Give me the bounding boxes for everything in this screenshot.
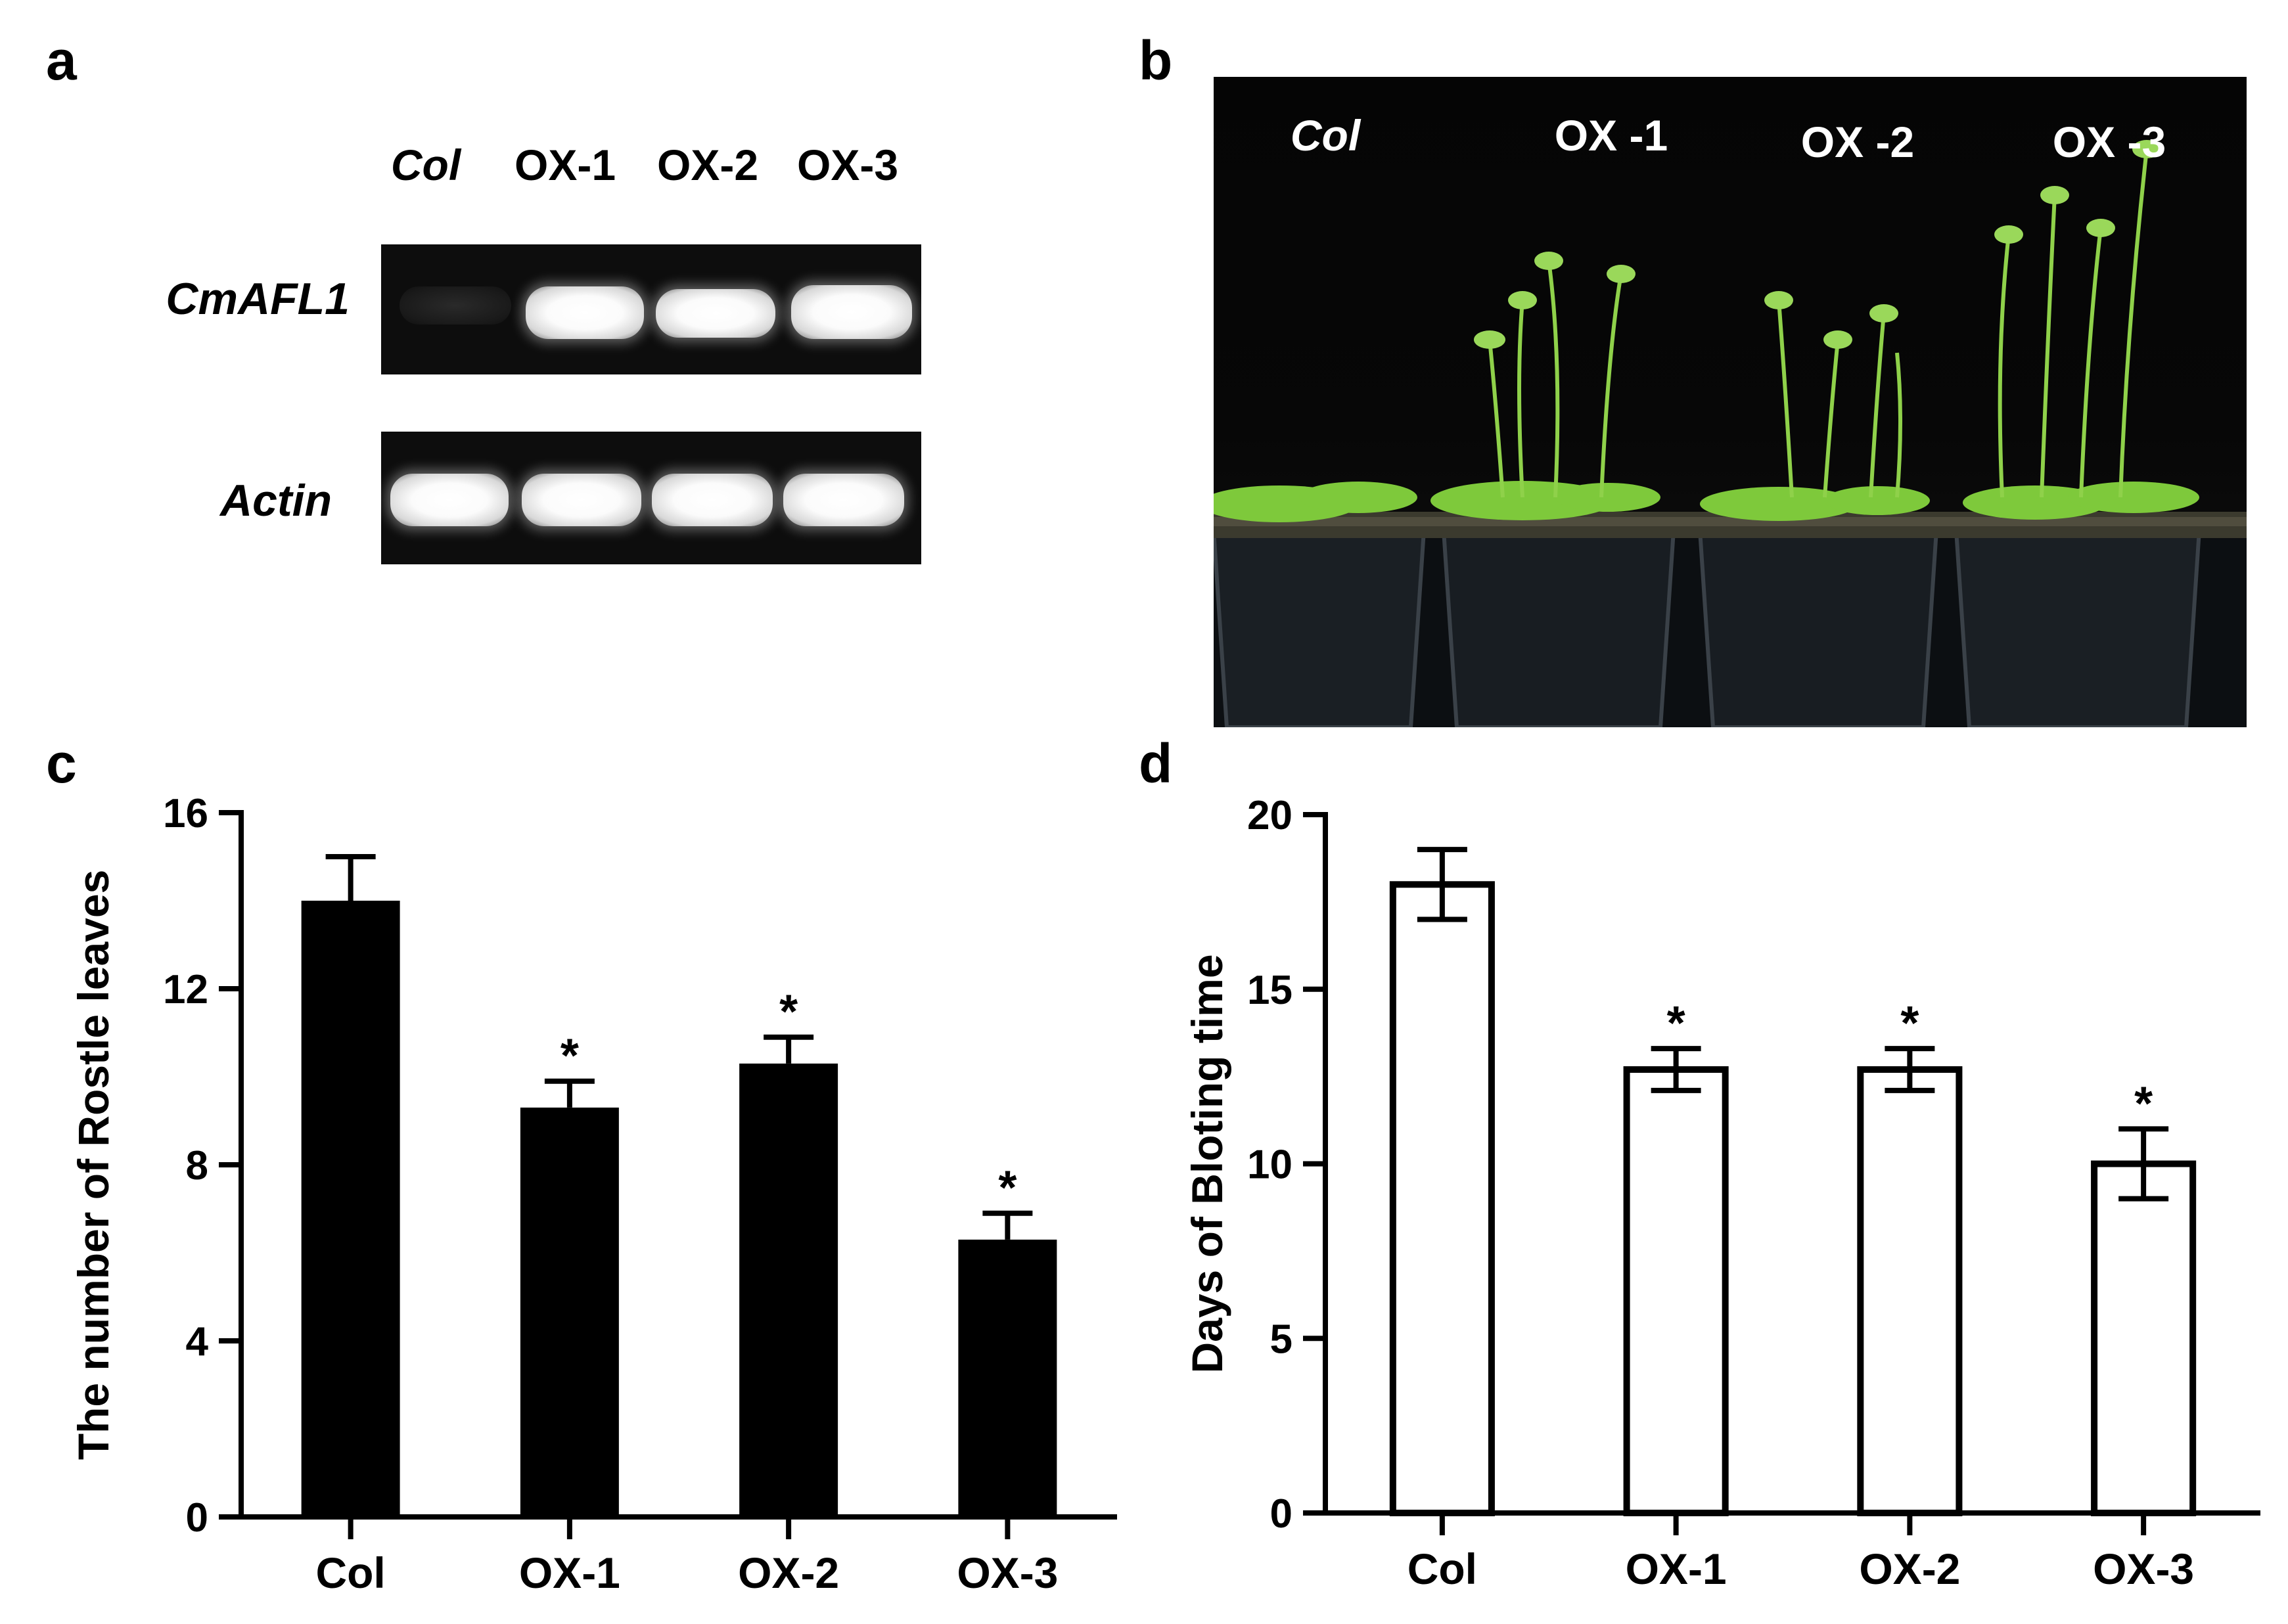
chart-d-y-axis-label: Days of Bloting time bbox=[1183, 954, 1231, 1373]
chart-c-x-tick-label: OX-2 bbox=[738, 1548, 839, 1597]
panel-letter-a: a bbox=[46, 30, 77, 91]
gel-band-cmafl1-col bbox=[400, 286, 511, 325]
chart-c-significance-mark: * bbox=[779, 986, 798, 1039]
chart-d-y-tick-label: 15 bbox=[1247, 968, 1293, 1013]
gel-lane-label-col: Col bbox=[390, 141, 461, 189]
chart-c-bar bbox=[958, 1239, 1057, 1517]
gel-row-label-actin: Actin bbox=[220, 476, 332, 526]
photo-label-ox2: OX -2 bbox=[1800, 118, 1915, 166]
gel-lane-label-ox2: OX-2 bbox=[656, 141, 759, 189]
plant-photo-illustration bbox=[1214, 140, 2247, 727]
flowering-stems bbox=[1488, 148, 2149, 498]
chart-d-y-tick-label: 5 bbox=[1270, 1317, 1293, 1362]
chart-d-significance-mark: * bbox=[2134, 1077, 2153, 1130]
chart-c-y-tick-label: 4 bbox=[186, 1319, 209, 1365]
chart-d-bolting-time: 0 5 10 15 20 Days of Bloting time Col * OX-1 * OX-… bbox=[1183, 793, 2260, 1593]
panel-letter-d: d bbox=[1139, 733, 1173, 794]
chart-d-x-tick-label: OX-1 bbox=[1626, 1545, 1727, 1593]
panel-letter-b: b bbox=[1139, 30, 1173, 91]
gel-band-cmafl1-ox1 bbox=[526, 286, 644, 339]
chart-c-bar bbox=[739, 1063, 838, 1517]
chart-c-significance-mark: * bbox=[561, 1030, 579, 1083]
chart-c-x-tick-label: OX-1 bbox=[519, 1548, 620, 1597]
chart-d-y-tick-label: 20 bbox=[1247, 793, 1293, 838]
gel-lane-label-ox3: OX-3 bbox=[796, 141, 899, 189]
chart-c-bar bbox=[520, 1107, 619, 1517]
gel-band-cmafl1-ox2 bbox=[656, 289, 775, 338]
chart-c-y-tick-label: 8 bbox=[186, 1143, 208, 1188]
chart-d-bar bbox=[1857, 1066, 1963, 1516]
chart-d-bar bbox=[1623, 1066, 1729, 1516]
chart-d-significance-mark: * bbox=[1667, 997, 1685, 1050]
panel-letter-c: c bbox=[46, 733, 77, 794]
chart-d-bar bbox=[2091, 1160, 2197, 1516]
chart-d-x-tick-label: OX-2 bbox=[1859, 1545, 1960, 1593]
chart-c-x-tick-label: OX-3 bbox=[957, 1548, 1058, 1597]
chart-d-bar bbox=[1389, 881, 1495, 1517]
gel-strip-cmafl1 bbox=[381, 244, 921, 374]
chart-c-rosette-leaves: 0 4 8 12 16 The number of Rostle leaves Col * OX… bbox=[69, 791, 1117, 1597]
photo-label-col: Col bbox=[1290, 111, 1361, 160]
rosette-leaves bbox=[1214, 481, 2199, 522]
chart-c-bar bbox=[301, 901, 400, 1517]
gel-band-cmafl1-ox3 bbox=[791, 285, 912, 339]
gel-band-actin-ox1 bbox=[522, 474, 641, 526]
chart-d-y-tick-label: 0 bbox=[1270, 1491, 1293, 1537]
chart-d-x-tick-label: Col bbox=[1407, 1545, 1477, 1593]
photo-label-ox3: OX -3 bbox=[2052, 118, 2166, 166]
gel-lane-label-ox1: OX-1 bbox=[514, 141, 616, 189]
chart-d-x-tick-label: OX-3 bbox=[2093, 1545, 2194, 1593]
chart-c-y-tick-label: 12 bbox=[163, 967, 208, 1012]
gel-band-actin-col bbox=[390, 474, 509, 526]
gel-band-actin-ox2 bbox=[652, 474, 773, 526]
chart-c-y-tick-label: 16 bbox=[163, 791, 208, 836]
pots bbox=[1214, 512, 2247, 727]
chart-c-x-tick-label: Col bbox=[315, 1548, 385, 1597]
gel-strip-actin bbox=[381, 432, 921, 564]
chart-d-y-tick-label: 10 bbox=[1247, 1142, 1293, 1188]
chart-c-y-tick-label: 0 bbox=[186, 1495, 208, 1541]
gel-row-label-cmafl1: CmAFL1 bbox=[166, 274, 350, 324]
chart-d-significance-mark: * bbox=[1900, 997, 1919, 1050]
panel-b-plant-photo: Col OX -1 OX -2 OX -3 bbox=[1214, 77, 2247, 727]
gel-band-actin-ox3 bbox=[783, 474, 904, 526]
cauline-leaves bbox=[1474, 140, 2161, 349]
photo-label-ox1: OX -1 bbox=[1554, 111, 1668, 160]
chart-c-y-axis-label: The number of Rostle leaves bbox=[69, 870, 118, 1460]
chart-c-significance-mark: * bbox=[998, 1162, 1017, 1215]
